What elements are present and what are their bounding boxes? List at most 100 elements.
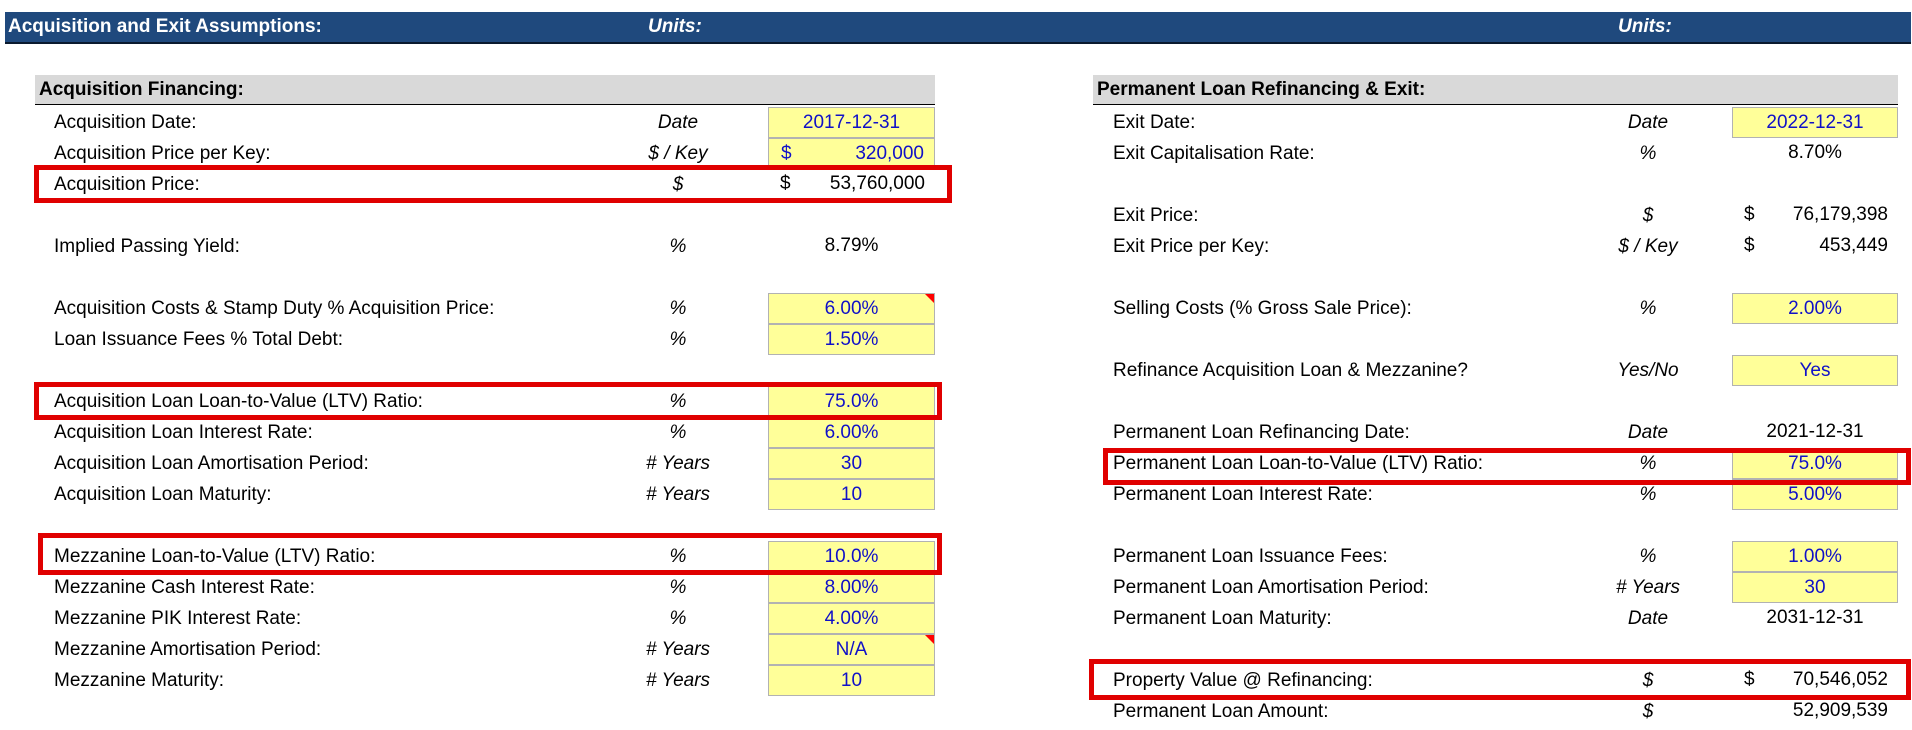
row-label: Acquisition Loan Maturity: <box>54 484 272 505</box>
mezzanine-amortisation-input[interactable]: N/A <box>768 634 935 665</box>
row-acquisition-price: Acquisition Price: $ $ 53,760,000 <box>0 169 960 200</box>
mezzanine-pik-interest-input[interactable]: 4.00% <box>768 603 935 634</box>
row-refinancing-date: Permanent Loan Refinancing Date: Date 20… <box>1080 417 1912 448</box>
exit-price-per-key-value[interactable]: $ 453,449 <box>1732 231 1898 262</box>
row-acquisition-loan-ltv: Acquisition Loan Loan-to-Value (LTV) Rat… <box>0 386 960 417</box>
acquisition-date-input[interactable]: 2017-12-31 <box>768 107 935 138</box>
row-unit: $ <box>1642 670 1654 691</box>
row-acquisition-price-per-key: Acquisition Price per Key: $ / Key $ 320… <box>0 138 960 169</box>
row-label: Permanent Loan Interest Rate: <box>1113 484 1373 505</box>
row-unit: $ / Key <box>648 143 708 164</box>
currency-symbol: $ <box>1744 669 1755 690</box>
header-units-right: Units: <box>1618 16 1672 37</box>
row-label: Implied Passing Yield: <box>54 236 240 257</box>
mezzanine-ltv-input[interactable]: 10.0% <box>768 541 935 572</box>
header-title: Acquisition and Exit Assumptions: <box>8 16 322 37</box>
comment-indicator-icon[interactable] <box>925 635 934 644</box>
row-unit: % <box>669 546 687 567</box>
row-unit: % <box>669 236 687 257</box>
permanent-loan-amount-value[interactable]: 52,909,539 <box>1732 696 1898 727</box>
permanent-loan-issuance-fees-input[interactable]: 1.00% <box>1732 541 1898 572</box>
row-label: Acquisition Price per Key: <box>54 143 271 164</box>
permanent-loan-interest-input[interactable]: 5.00% <box>1732 479 1898 510</box>
refinance-yes-no-input[interactable]: Yes <box>1732 355 1898 386</box>
exit-price-value[interactable]: $ 76,179,398 <box>1732 200 1898 231</box>
mezzanine-cash-interest-input[interactable]: 8.00% <box>768 572 935 603</box>
permanent-loan-ltv-input[interactable]: 75.0% <box>1732 448 1898 479</box>
row-permanent-loan-issuance-fees: Permanent Loan Issuance Fees: % 1.00% <box>1080 541 1912 572</box>
row-unit: % <box>1639 143 1657 164</box>
value-number: 320,000 <box>855 143 924 164</box>
acquisition-loan-interest-input[interactable]: 6.00% <box>768 417 935 448</box>
row-unit: % <box>1639 484 1657 505</box>
row-unit: % <box>669 298 687 319</box>
acquisition-costs-input[interactable]: 6.00% <box>768 293 935 324</box>
property-value-refinancing-value[interactable]: $ 70,546,052 <box>1732 665 1898 696</box>
row-unit: $ <box>672 174 684 195</box>
row-label: Acquisition Loan Amortisation Period: <box>54 453 369 474</box>
permanent-loan-maturity-value[interactable]: 2031-12-31 <box>1766 607 1864 628</box>
row-unit: % <box>1639 453 1657 474</box>
value-number: N/A <box>835 639 868 660</box>
comment-indicator-icon[interactable] <box>925 294 934 303</box>
row-label: Exit Capitalisation Rate: <box>1113 143 1315 164</box>
row-unit: # Years <box>645 639 711 660</box>
row-label: Mezzanine Cash Interest Rate: <box>54 577 315 598</box>
row-mezzanine-maturity: Mezzanine Maturity: # Years 10 <box>0 665 960 696</box>
acquisition-price-value[interactable]: $ 53,760,000 <box>768 169 935 200</box>
row-label: Acquisition Loan Interest Rate: <box>54 422 313 443</box>
row-mezzanine-cash-interest: Mezzanine Cash Interest Rate: % 8.00% <box>0 572 960 603</box>
row-unit: $ <box>1642 701 1654 722</box>
row-label: Selling Costs (% Gross Sale Price): <box>1113 298 1412 319</box>
row-label: Permanent Loan Amortisation Period: <box>1113 577 1429 598</box>
section-acquisition-financing: Acquisition Financing: <box>35 75 935 105</box>
refinancing-date-value[interactable]: 2021-12-31 <box>1766 421 1864 442</box>
exit-cap-rate-value[interactable]: 8.70% <box>1788 142 1842 163</box>
row-unit: # Years <box>645 484 711 505</box>
acquisition-price-per-key-input[interactable]: $ 320,000 <box>768 138 935 169</box>
currency-symbol: $ <box>781 143 792 164</box>
acquisition-loan-maturity-input[interactable]: 10 <box>768 479 935 510</box>
implied-passing-yield-value[interactable]: 8.79% <box>824 235 879 256</box>
mezzanine-maturity-input[interactable]: 10 <box>768 665 935 696</box>
row-loan-issuance-fees: Loan Issuance Fees % Total Debt: % 1.50% <box>0 324 960 355</box>
currency-symbol: $ <box>1744 204 1755 225</box>
value-number: 453,449 <box>1819 235 1888 256</box>
row-permanent-loan-amount: Permanent Loan Amount: $ 52,909,539 <box>1080 696 1912 727</box>
row-acquisition-loan-amortisation: Acquisition Loan Amortisation Period: # … <box>0 448 960 479</box>
row-label: Mezzanine Amortisation Period: <box>54 639 322 660</box>
acquisition-loan-ltv-input[interactable]: 75.0% <box>768 386 935 417</box>
row-mezzanine-ltv: Mezzanine Loan-to-Value (LTV) Ratio: % 1… <box>0 541 960 572</box>
exit-date-input[interactable]: 2022-12-31 <box>1732 107 1898 138</box>
value-number: 53,760,000 <box>829 173 925 194</box>
row-label: Refinance Acquisition Loan & Mezzanine? <box>1113 360 1468 381</box>
row-unit: Date <box>1627 112 1669 133</box>
permanent-loan-amortisation-input[interactable]: 30 <box>1732 572 1898 603</box>
row-acquisition-loan-interest: Acquisition Loan Interest Rate: % 6.00% <box>0 417 960 448</box>
row-unit: Date <box>1627 422 1669 443</box>
row-label: Permanent Loan Maturity: <box>1113 608 1332 629</box>
row-unit: % <box>669 422 687 443</box>
currency-symbol: $ <box>780 173 791 194</box>
row-exit-date: Exit Date: Date 2022-12-31 <box>1080 107 1912 138</box>
row-permanent-loan-interest: Permanent Loan Interest Rate: % 5.00% <box>1080 479 1912 510</box>
row-unit: # Years <box>645 670 711 691</box>
row-label: Mezzanine PIK Interest Rate: <box>54 608 302 629</box>
row-acquisition-costs: Acquisition Costs & Stamp Duty % Acquisi… <box>0 293 960 324</box>
selling-costs-input[interactable]: 2.00% <box>1732 293 1898 324</box>
row-label: Permanent Loan Issuance Fees: <box>1113 546 1388 567</box>
row-unit: % <box>669 608 687 629</box>
assumptions-header-bar: Acquisition and Exit Assumptions: Units:… <box>5 12 1911 44</box>
acquisition-loan-amortisation-input[interactable]: 30 <box>768 448 935 479</box>
row-property-value-refinancing: Property Value @ Refinancing: $ $ 70,546… <box>1080 665 1912 696</box>
loan-issuance-fees-input[interactable]: 1.50% <box>768 324 935 355</box>
row-label: Permanent Loan Loan-to-Value (LTV) Ratio… <box>1113 453 1483 474</box>
row-unit: Yes/No <box>1617 360 1679 381</box>
row-acquisition-date: Acquisition Date: Date 2017-12-31 <box>0 107 960 138</box>
row-label: Acquisition Price: <box>54 174 200 195</box>
row-unit: $ / Key <box>1618 236 1678 257</box>
row-exit-price: Exit Price: $ $ 76,179,398 <box>1080 200 1912 231</box>
row-selling-costs: Selling Costs (% Gross Sale Price): % 2.… <box>1080 293 1912 324</box>
row-permanent-loan-ltv: Permanent Loan Loan-to-Value (LTV) Ratio… <box>1080 448 1912 479</box>
value-number: 76,179,398 <box>1792 204 1888 225</box>
